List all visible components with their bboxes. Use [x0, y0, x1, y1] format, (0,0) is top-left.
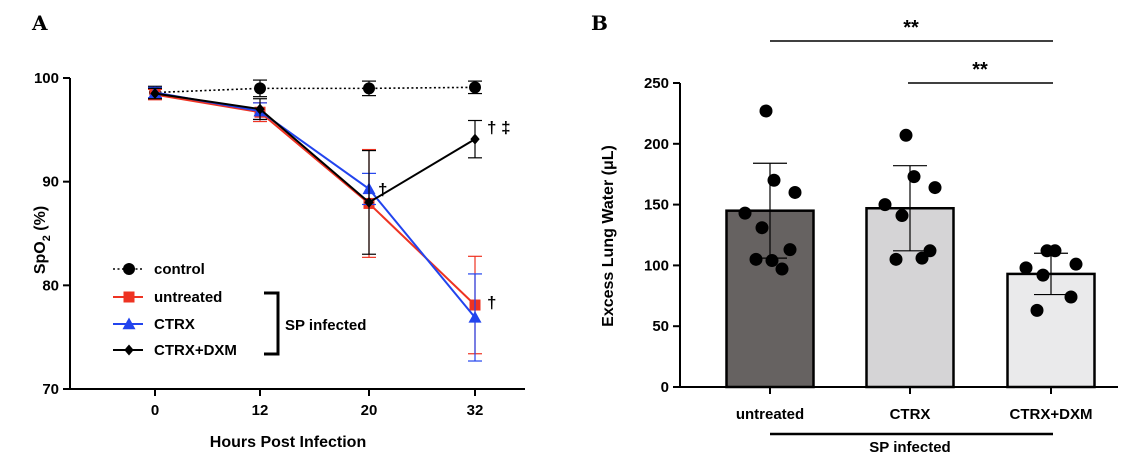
x-tick-label: untreated: [736, 406, 804, 423]
data-point: [889, 252, 903, 266]
data-point: [363, 82, 375, 95]
legend-label: CTRX+DXM: [154, 342, 237, 359]
x-tick-label: 12: [252, 402, 269, 419]
data-point: [767, 173, 781, 187]
data-point: [1030, 303, 1044, 317]
data-point: [150, 88, 160, 100]
x-tick-label: 32: [467, 402, 484, 419]
data-point: [1048, 244, 1062, 258]
data-point: [878, 198, 892, 212]
legend-item-control: control: [113, 261, 205, 278]
x-tick-label: 0: [151, 402, 159, 419]
annotation-dagger-double: † ‡: [487, 118, 511, 137]
annotation-dagger: †: [487, 293, 496, 312]
panel-a-axes: 70 80 90 100 0 12 20 32: [34, 70, 525, 419]
data-point: [775, 262, 789, 276]
panel-a-y-axis-label: SpO2 (%): [32, 206, 53, 274]
data-point: [468, 310, 482, 323]
y-label-main: SpO: [32, 241, 49, 274]
y-tick-label: 100: [644, 257, 669, 274]
y-tick-label: 80: [42, 277, 59, 294]
y-tick-label: 150: [644, 197, 669, 214]
bar-group-ctrx-dxm: [1006, 244, 1096, 389]
legend-item-ctrx: CTRX: [113, 316, 195, 333]
legend-bracket: [264, 291, 280, 356]
data-point: [749, 252, 763, 266]
data-point: [928, 181, 942, 195]
y-tick-label: 90: [42, 174, 59, 191]
legend-item-ctrx-dxm: CTRX+DXM: [113, 342, 237, 359]
panel-a-letter: A: [31, 11, 48, 35]
bar-group-untreated: [725, 104, 815, 389]
data-point: [364, 196, 374, 208]
y-label-suffix: (%): [32, 206, 49, 235]
y-tick-label: 250: [644, 75, 669, 92]
group-label: SP infected: [869, 439, 950, 455]
data-point: [255, 103, 265, 115]
significance-marker: **: [972, 59, 988, 81]
series-untreated: [148, 88, 482, 355]
series-ctrx-dxm: [148, 87, 482, 255]
panel-a-series: † † ‡ †: [148, 79, 511, 362]
y-tick-label: 70: [42, 381, 59, 398]
panel-b-bars: [725, 104, 1096, 389]
data-point: [755, 221, 769, 235]
legend-label: CTRX: [154, 316, 195, 333]
y-label-subscript: 2: [41, 235, 53, 241]
data-point: [1069, 257, 1083, 271]
series-line: [154, 86, 476, 94]
series-line: [154, 91, 476, 319]
panel-a-legend: control untreated CTRX CTRX+DXM SP infected: [113, 261, 366, 359]
y-tick-label: 0: [661, 379, 669, 396]
series-control: [148, 79, 482, 100]
legend-label: untreated: [154, 289, 222, 306]
data-point: [915, 251, 929, 265]
data-point: [895, 209, 909, 223]
data-point: [765, 254, 779, 268]
data-point: [788, 185, 802, 199]
legend-item-untreated: untreated: [113, 289, 222, 306]
data-point: [738, 206, 752, 220]
legend-marker: [122, 317, 136, 330]
panel-a-x-axis-label: Hours Post Infection: [210, 434, 366, 451]
series-line: [154, 92, 476, 204]
data-point: [1036, 268, 1050, 282]
panel-b-letter: B: [591, 11, 608, 35]
data-point: [1019, 261, 1033, 275]
y-tick-label: 50: [652, 318, 669, 335]
x-tick-label: 20: [361, 402, 378, 419]
data-point: [1064, 290, 1078, 304]
legend-label: control: [154, 261, 205, 278]
significance-marker: **: [903, 17, 919, 39]
data-point: [783, 243, 797, 257]
panel-b-y-axis-label: Excess Lung Water (μL): [600, 145, 617, 327]
data-point: [470, 133, 480, 145]
data-point: [759, 104, 773, 118]
x-tick-label: CTRX: [890, 406, 931, 423]
bracket-label: SP infected: [285, 317, 366, 334]
data-point: [907, 170, 921, 184]
annotation-dagger: †: [378, 180, 387, 199]
y-tick-label: 100: [34, 70, 59, 87]
y-tick-label: 200: [644, 136, 669, 153]
x-tick-label: CTRX+DXM: [1010, 406, 1093, 423]
data-point: [254, 82, 266, 95]
data-point: [899, 128, 913, 142]
legend-marker: [123, 291, 135, 303]
legend-marker: [123, 263, 135, 275]
data-point: [469, 81, 481, 94]
bar-group-ctrx: [865, 128, 955, 389]
legend-marker: [124, 344, 134, 356]
